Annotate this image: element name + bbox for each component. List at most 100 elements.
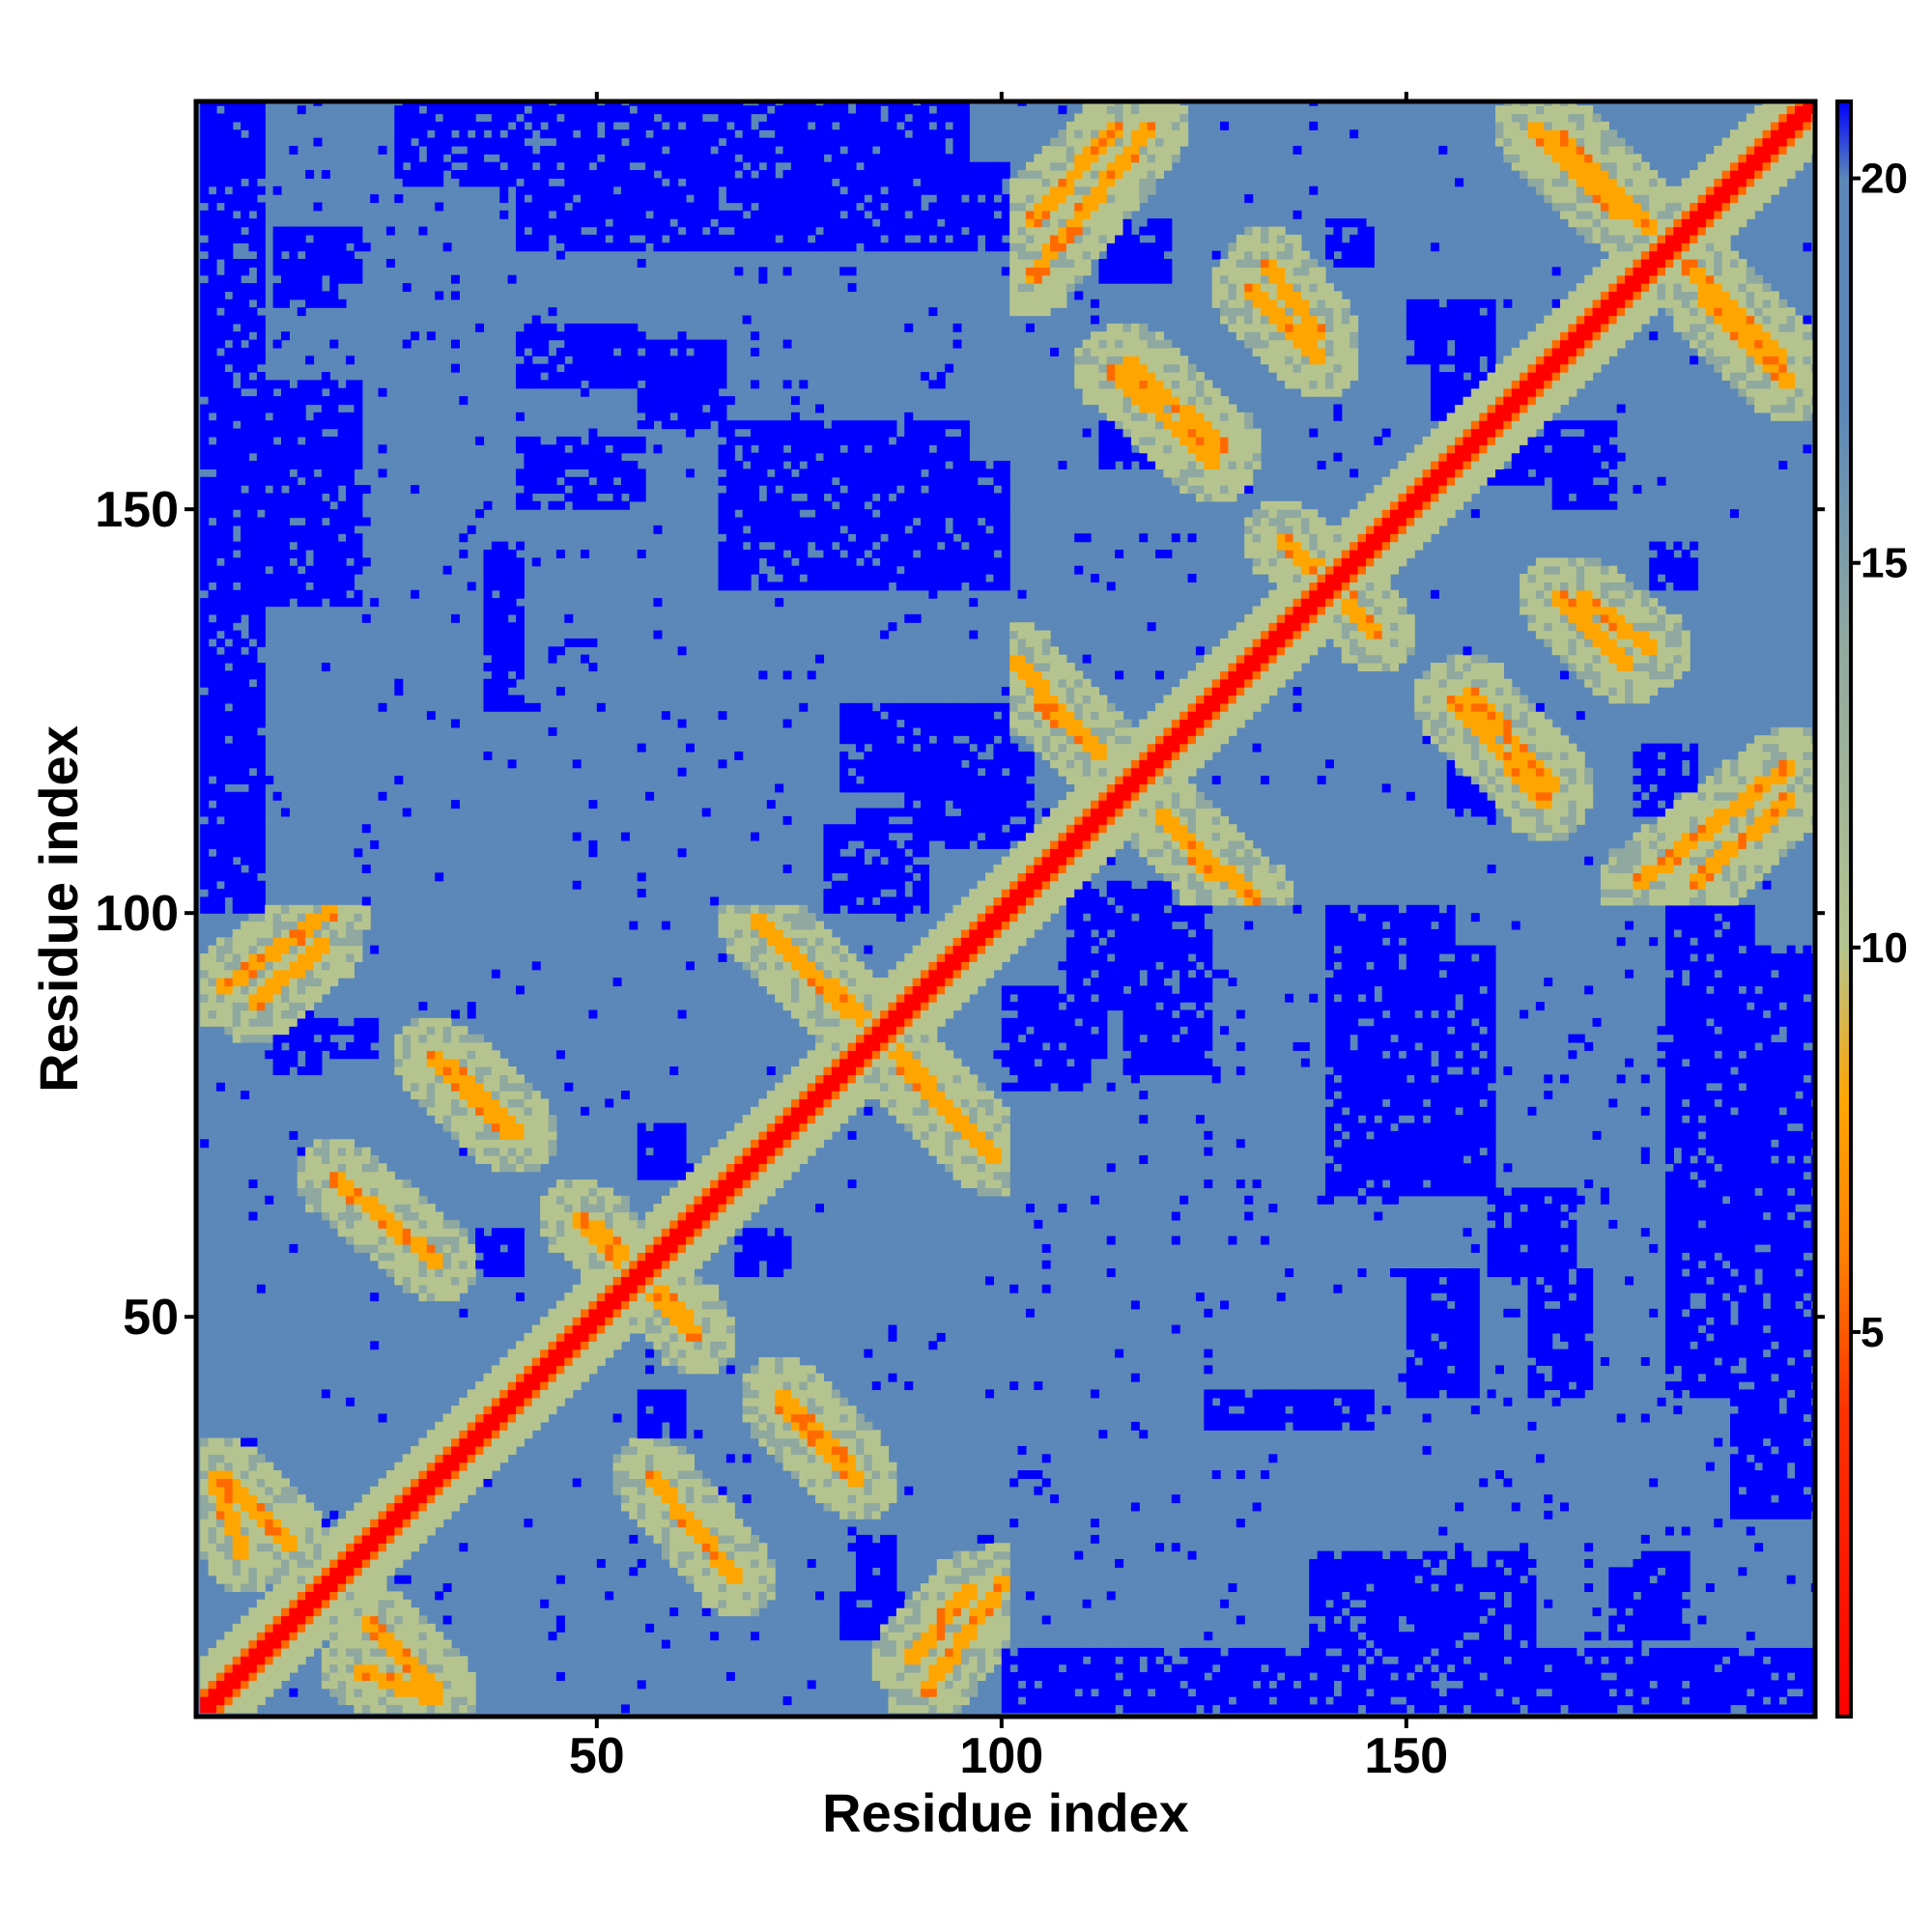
heatmap-cell <box>297 1591 306 1601</box>
heatmap-cell <box>491 663 500 671</box>
heatmap-cell <box>637 1470 646 1479</box>
heatmap-cell <box>224 678 234 688</box>
heatmap-cell <box>224 218 234 228</box>
heatmap-cell <box>354 1026 363 1036</box>
heatmap-cell <box>208 687 217 696</box>
heatmap-cell <box>661 1252 670 1262</box>
heatmap-cell <box>442 1026 452 1036</box>
heatmap-cell <box>637 113 646 123</box>
heatmap-cell <box>256 476 266 486</box>
heatmap-cell <box>620 178 630 187</box>
heatmap-cell <box>685 387 695 397</box>
heatmap-cell <box>272 1567 282 1577</box>
heatmap-cell <box>516 372 525 382</box>
heatmap-cell <box>297 952 306 962</box>
heatmap-cell <box>564 210 574 219</box>
heatmap-cell <box>725 1607 735 1617</box>
heatmap-cell <box>701 1204 711 1213</box>
heatmap-cell <box>402 1026 412 1036</box>
heatmap-cell <box>313 928 323 938</box>
heatmap-cell <box>241 985 250 995</box>
heatmap-cell <box>507 1082 517 1092</box>
heatmap-cell <box>411 1058 420 1067</box>
heatmap-cell <box>483 1413 493 1423</box>
heatmap-cell <box>232 1639 242 1649</box>
heatmap-cell <box>224 993 234 1003</box>
heatmap-cell <box>596 355 606 365</box>
heatmap-cell <box>435 1454 444 1463</box>
heatmap-cell <box>313 1050 323 1060</box>
heatmap-cell <box>208 856 217 866</box>
heatmap-cell <box>329 274 339 284</box>
heatmap-cell <box>265 1680 274 1690</box>
heatmap-cell <box>224 331 234 341</box>
heatmap-cell <box>418 226 428 236</box>
heatmap-cell <box>232 307 242 317</box>
heatmap-cell <box>329 234 339 243</box>
heatmap-cell <box>555 218 565 228</box>
heatmap-cell <box>459 1268 469 1277</box>
heatmap-cell <box>208 574 217 583</box>
heatmap-cell <box>241 928 250 938</box>
heatmap-cell <box>313 412 323 421</box>
heatmap-cell <box>718 1154 727 1164</box>
heatmap-cell <box>224 952 234 962</box>
heatmap-cell <box>280 404 290 413</box>
heatmap-cell <box>394 1623 404 1633</box>
heatmap-cell <box>694 380 703 389</box>
heatmap-cell <box>629 380 639 389</box>
heatmap-cell <box>718 574 727 583</box>
heatmap-cell <box>215 889 225 898</box>
heatmap-cell <box>224 808 234 817</box>
heatmap-cell <box>475 1091 485 1100</box>
heatmap-cell <box>256 889 266 898</box>
heatmap-cell <box>241 541 250 551</box>
heatmap-cell <box>232 1486 242 1495</box>
heatmap-cell <box>491 1050 500 1060</box>
heatmap-cell <box>208 889 217 898</box>
heatmap-cell <box>329 928 339 938</box>
heatmap-cell <box>516 606 525 615</box>
heatmap-cell <box>620 202 630 212</box>
heatmap-cell <box>215 1663 225 1673</box>
heatmap-cell <box>467 105 476 115</box>
heatmap-cell <box>483 1147 493 1156</box>
heatmap-cell <box>685 1243 695 1253</box>
heatmap-cell <box>677 1276 687 1286</box>
heatmap-cell <box>215 1454 225 1463</box>
heatmap-cell <box>321 242 330 252</box>
heatmap-cell <box>531 372 541 382</box>
heatmap-cell <box>612 1332 622 1342</box>
heatmap-cell <box>612 1252 622 1262</box>
heatmap-cell <box>248 283 258 293</box>
heatmap-cell <box>346 1591 355 1601</box>
heatmap-cell <box>718 461 727 469</box>
heatmap-cell <box>297 387 306 397</box>
heatmap-cell <box>516 170 525 180</box>
heatmap-cell <box>378 1543 387 1552</box>
heatmap-cell <box>475 1243 485 1253</box>
heatmap-cell <box>661 1526 670 1536</box>
heatmap-cell <box>280 1050 290 1060</box>
heatmap-cell <box>701 1341 711 1350</box>
heatmap-cell <box>289 525 298 534</box>
heatmap-cell <box>491 1236 500 1245</box>
heatmap-cell <box>241 404 250 413</box>
heatmap-cell <box>718 1534 727 1544</box>
heatmap-cell <box>272 1550 282 1560</box>
heatmap-cell <box>524 1349 533 1358</box>
heatmap-cell <box>346 517 355 526</box>
heatmap-cell <box>516 444 525 454</box>
heatmap-cell <box>694 129 703 139</box>
heatmap-cell <box>677 1567 687 1577</box>
heatmap-cell <box>248 896 258 906</box>
heatmap-cell <box>272 291 282 300</box>
heatmap-cell <box>588 1349 598 1358</box>
heatmap-cell <box>435 1050 444 1060</box>
heatmap-cell <box>581 170 590 180</box>
heatmap-cell <box>224 250 234 260</box>
heatmap-cell <box>305 242 315 252</box>
heatmap-cell <box>572 1356 582 1366</box>
heatmap-cell <box>208 331 217 341</box>
heatmap-cell <box>637 137 646 147</box>
